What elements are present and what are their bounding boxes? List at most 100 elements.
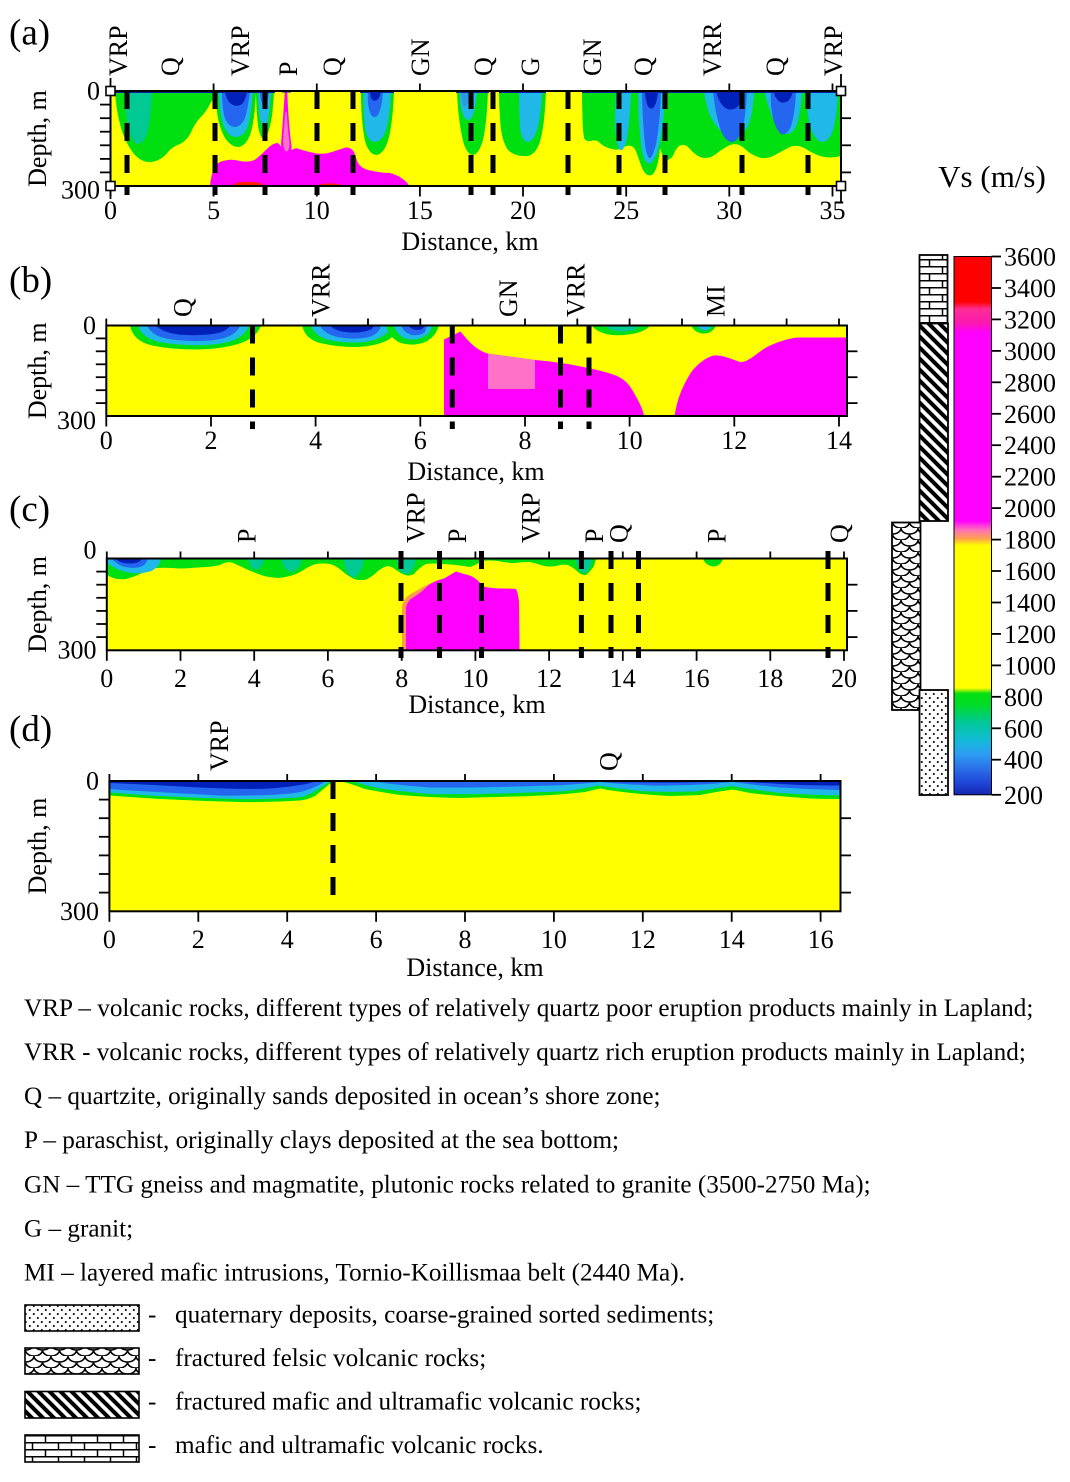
svg-text:300: 300 bbox=[60, 897, 99, 926]
svg-text:Q: Q bbox=[761, 57, 790, 76]
svg-text:(b): (b) bbox=[9, 260, 52, 301]
svg-text:-: - bbox=[148, 1432, 156, 1459]
svg-text:(a): (a) bbox=[9, 13, 50, 54]
svg-text:-: - bbox=[148, 1345, 156, 1372]
svg-text:VRP – volcanic rocks, differen: VRP – volcanic rocks, different types of… bbox=[24, 995, 1033, 1022]
svg-text:Distance, km: Distance, km bbox=[406, 953, 543, 982]
svg-text:2200: 2200 bbox=[1004, 463, 1056, 492]
svg-text:3000: 3000 bbox=[1004, 337, 1056, 366]
svg-text:0: 0 bbox=[83, 311, 96, 340]
svg-text:P – paraschist, originally cla: P – paraschist, originally clays deposit… bbox=[24, 1127, 619, 1154]
svg-text:12: 12 bbox=[721, 426, 747, 455]
svg-text:2: 2 bbox=[205, 426, 218, 455]
svg-text:3600: 3600 bbox=[1004, 243, 1056, 272]
svg-text:VRP: VRP bbox=[205, 720, 234, 771]
svg-text:1000: 1000 bbox=[1004, 651, 1056, 680]
svg-text:Q: Q bbox=[318, 57, 347, 76]
svg-text:0: 0 bbox=[103, 925, 116, 954]
svg-text:G – granit;: G – granit; bbox=[24, 1215, 133, 1242]
svg-text:16: 16 bbox=[684, 664, 710, 693]
svg-text:2600: 2600 bbox=[1004, 400, 1056, 429]
svg-text:2: 2 bbox=[192, 925, 205, 954]
svg-text:3200: 3200 bbox=[1004, 305, 1056, 334]
svg-text:8: 8 bbox=[459, 925, 472, 954]
svg-text:8: 8 bbox=[519, 426, 532, 455]
svg-text:4: 4 bbox=[248, 664, 261, 693]
svg-text:mafic and ultramafic volcanic: mafic and ultramafic volcanic rocks. bbox=[175, 1432, 544, 1459]
svg-text:GN: GN bbox=[494, 279, 523, 317]
svg-text:16: 16 bbox=[808, 925, 834, 954]
svg-text:GN – TTG gneiss and magmatite,: GN – TTG gneiss and magmatite, plutonic … bbox=[24, 1171, 871, 1198]
svg-text:Q: Q bbox=[604, 524, 633, 543]
svg-text:300: 300 bbox=[57, 406, 96, 435]
svg-text:Depth, m: Depth, m bbox=[23, 90, 52, 187]
svg-text:2800: 2800 bbox=[1004, 368, 1056, 397]
svg-text:Distance, km: Distance, km bbox=[401, 227, 538, 256]
svg-text:3400: 3400 bbox=[1004, 274, 1056, 303]
svg-text:Q: Q bbox=[629, 57, 658, 76]
svg-text:-: - bbox=[148, 1302, 156, 1329]
svg-text:18: 18 bbox=[757, 664, 783, 693]
svg-text:VRP: VRP bbox=[401, 492, 430, 543]
svg-text:0: 0 bbox=[100, 426, 113, 455]
svg-text:0: 0 bbox=[104, 196, 117, 225]
svg-text:quaternary deposits, coarse-gr: quaternary deposits, coarse-grained sort… bbox=[175, 1302, 714, 1329]
svg-text:2: 2 bbox=[174, 664, 187, 693]
svg-text:35: 35 bbox=[820, 196, 846, 225]
svg-text:G: G bbox=[516, 57, 545, 76]
svg-text:Depth, m: Depth, m bbox=[23, 798, 52, 895]
svg-text:600: 600 bbox=[1004, 714, 1043, 743]
svg-text:800: 800 bbox=[1004, 683, 1043, 712]
svg-text:P: P bbox=[580, 529, 609, 543]
svg-text:0: 0 bbox=[86, 767, 99, 796]
svg-text:200: 200 bbox=[1004, 781, 1043, 810]
svg-text:5: 5 bbox=[207, 196, 220, 225]
svg-text:GN: GN bbox=[578, 38, 607, 76]
svg-text:6: 6 bbox=[370, 925, 383, 954]
svg-text:P: P bbox=[274, 62, 303, 76]
svg-text:300: 300 bbox=[61, 176, 100, 205]
svg-text:1800: 1800 bbox=[1004, 526, 1056, 555]
svg-text:fractured felsic volcanic rock: fractured felsic volcanic rocks; bbox=[175, 1345, 486, 1372]
svg-text:10: 10 bbox=[541, 925, 567, 954]
svg-text:Q: Q bbox=[595, 752, 624, 771]
svg-text:20: 20 bbox=[510, 196, 536, 225]
svg-text:Depth, m: Depth, m bbox=[23, 322, 52, 419]
svg-text:VRP: VRP bbox=[104, 25, 133, 76]
svg-text:2400: 2400 bbox=[1004, 431, 1056, 460]
svg-text:10: 10 bbox=[462, 664, 488, 693]
svg-text:Q: Q bbox=[169, 298, 198, 317]
svg-text:Q: Q bbox=[469, 57, 498, 76]
svg-text:MI – layered mafic intrusions,: MI – layered mafic intrusions, Tornio-Ko… bbox=[24, 1260, 685, 1287]
svg-text:Q: Q bbox=[825, 524, 854, 543]
svg-text:0: 0 bbox=[100, 664, 113, 693]
svg-text:VRR: VRR bbox=[562, 263, 591, 317]
svg-text:14: 14 bbox=[719, 925, 745, 954]
svg-text:20: 20 bbox=[831, 664, 857, 693]
svg-text:0: 0 bbox=[87, 77, 100, 106]
svg-text:2000: 2000 bbox=[1004, 494, 1056, 523]
svg-text:P: P bbox=[702, 529, 731, 543]
svg-text:6: 6 bbox=[414, 426, 427, 455]
svg-text:15: 15 bbox=[407, 196, 433, 225]
svg-text:fractured mafic and ultramafic: fractured mafic and ultramafic volcanic … bbox=[175, 1388, 641, 1415]
svg-text:Q: Q bbox=[156, 57, 185, 76]
svg-text:VRR - volcanic rocks, differen: VRR - volcanic rocks, different types of… bbox=[24, 1039, 1026, 1066]
svg-text:VRP: VRP bbox=[226, 25, 255, 76]
svg-text:4: 4 bbox=[309, 426, 322, 455]
svg-text:Depth, m: Depth, m bbox=[23, 556, 52, 653]
svg-text:Vs (m/s): Vs (m/s) bbox=[938, 159, 1046, 194]
svg-text:14: 14 bbox=[610, 664, 636, 693]
svg-text:8: 8 bbox=[395, 664, 408, 693]
svg-text:10: 10 bbox=[617, 426, 643, 455]
svg-text:0: 0 bbox=[84, 536, 97, 565]
svg-text:14: 14 bbox=[826, 426, 852, 455]
svg-text:Q – quartzite, originally sand: Q – quartzite, originally sands deposite… bbox=[24, 1083, 661, 1110]
svg-text:VRP: VRP bbox=[819, 25, 848, 76]
svg-text:12: 12 bbox=[536, 664, 562, 693]
svg-text:30: 30 bbox=[716, 196, 742, 225]
svg-text:10: 10 bbox=[304, 196, 330, 225]
svg-text:VRP: VRP bbox=[516, 492, 545, 543]
svg-text:12: 12 bbox=[630, 925, 656, 954]
svg-text:(c): (c) bbox=[9, 489, 50, 530]
